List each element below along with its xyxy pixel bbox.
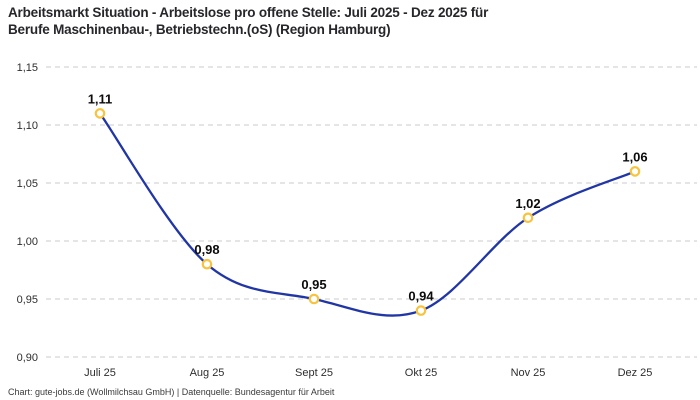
x-axis-tick-label: Nov 25 — [511, 367, 546, 379]
data-point-label: 1,02 — [515, 196, 540, 211]
y-axis-tick-label: 1,10 — [17, 120, 38, 132]
data-point-marker — [201, 258, 213, 270]
line-chart: 1,15 1,10 1,05 1,00 0,95 0,90 Juli 25 Aug 25 Sep… — [17, 62, 697, 379]
data-point-label: 0,98 — [194, 242, 219, 257]
y-axis-tick-label: 1,15 — [17, 62, 38, 74]
data-point-marker — [522, 212, 534, 224]
x-axis-tick-label: Dez 25 — [618, 367, 653, 379]
y-axis-tick-label: 0,95 — [17, 294, 38, 306]
y-axis-tick-label: 1,05 — [17, 178, 38, 190]
chart-title-line2: Berufe Maschinenbau-, Betriebstechn.(oS)… — [8, 22, 391, 37]
data-point-label: 0,94 — [408, 289, 434, 304]
y-axis-tick-label: 0,90 — [17, 352, 38, 364]
data-point-label: 1,11 — [88, 91, 113, 106]
chart-title-line1: Arbeitsmarkt Situation - Arbeitslose pro… — [8, 5, 489, 20]
chart-footer-credit: Chart: gute-jobs.de (Wollmilchsau GmbH) … — [8, 387, 335, 397]
data-point-marker — [629, 166, 641, 177]
data-point-marker — [415, 305, 427, 316]
x-axis-tick-label: Okt 25 — [405, 367, 437, 379]
x-axis-tick-label: Aug 25 — [190, 367, 225, 379]
x-axis-tick-label: Juli 25 — [84, 367, 116, 379]
x-axis-tick-label: Sept 25 — [295, 367, 333, 379]
y-axis-tick-label: 1,00 — [17, 236, 38, 248]
data-point-marker — [94, 108, 106, 119]
line-series — [98, 112, 637, 317]
data-point-label: 0,95 — [301, 277, 326, 292]
chart-title: Arbeitsmarkt Situation - Arbeitslose pro… — [8, 4, 672, 38]
data-point-label: 1,06 — [622, 149, 647, 164]
data-point-marker — [308, 293, 320, 305]
